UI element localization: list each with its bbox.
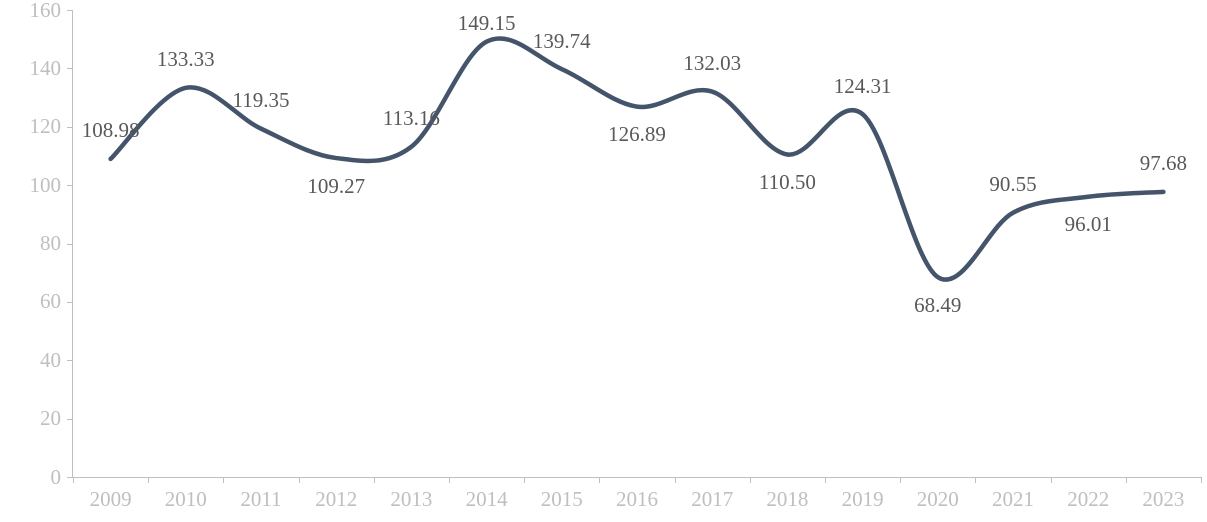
data-point-label: 110.50 — [742, 172, 832, 193]
x-tick-label: 2012 — [301, 489, 371, 510]
x-tick-label: 2010 — [151, 489, 221, 510]
data-point-label: 108.98 — [66, 120, 156, 141]
data-point-label: 139.74 — [517, 31, 607, 52]
x-tick-mark — [223, 477, 224, 483]
y-tick-label: 0 — [11, 467, 61, 488]
data-point-label: 90.55 — [968, 174, 1058, 195]
x-tick-mark — [299, 477, 300, 483]
x-tick-label: 2016 — [602, 489, 672, 510]
y-tick-label: 40 — [11, 350, 61, 371]
data-point-label: 113.16 — [366, 108, 456, 129]
y-tick-label: 100 — [11, 175, 61, 196]
y-tick-mark — [67, 68, 73, 69]
y-tick-mark — [67, 244, 73, 245]
x-tick-label: 2021 — [978, 489, 1048, 510]
x-tick-label: 2015 — [527, 489, 597, 510]
data-point-label: 132.03 — [667, 53, 757, 74]
x-tick-mark — [73, 477, 74, 483]
y-tick-label: 140 — [11, 58, 61, 79]
x-tick-label: 2022 — [1053, 489, 1123, 510]
x-tick-mark — [1126, 477, 1127, 483]
x-tick-label: 2011 — [226, 489, 296, 510]
x-tick-mark — [524, 477, 525, 483]
series-path — [111, 38, 1164, 279]
x-tick-mark — [1201, 477, 1202, 483]
data-point-label: 124.31 — [818, 76, 908, 97]
x-tick-label: 2009 — [76, 489, 146, 510]
data-point-label: 96.01 — [1043, 214, 1133, 235]
y-tick-mark — [67, 185, 73, 186]
data-point-label: 97.68 — [1118, 153, 1207, 174]
data-point-label: 109.27 — [291, 176, 381, 197]
data-point-label: 68.49 — [893, 295, 983, 316]
x-tick-mark — [900, 477, 901, 483]
x-tick-mark — [975, 477, 976, 483]
data-point-label: 119.35 — [216, 90, 306, 111]
x-tick-mark — [675, 477, 676, 483]
x-tick-mark — [374, 477, 375, 483]
x-tick-mark — [825, 477, 826, 483]
data-point-label: 133.33 — [141, 49, 231, 70]
line-chart: 0204060801001201401602009201020112012201… — [0, 0, 1207, 522]
x-tick-mark — [449, 477, 450, 483]
y-tick-mark — [67, 302, 73, 303]
x-tick-label: 2020 — [903, 489, 973, 510]
x-tick-label: 2018 — [752, 489, 822, 510]
y-tick-label: 160 — [11, 0, 61, 21]
x-tick-mark — [148, 477, 149, 483]
data-point-label: 126.89 — [592, 124, 682, 145]
y-tick-mark — [67, 10, 73, 11]
y-tick-label: 60 — [11, 291, 61, 312]
x-tick-mark — [1051, 477, 1052, 483]
x-tick-label: 2017 — [677, 489, 747, 510]
x-axis — [73, 477, 1201, 478]
y-tick-mark — [67, 419, 73, 420]
y-tick-label: 20 — [11, 408, 61, 429]
y-tick-mark — [67, 360, 73, 361]
x-tick-mark — [599, 477, 600, 483]
x-tick-mark — [750, 477, 751, 483]
series-line — [0, 0, 1207, 522]
x-tick-label: 2019 — [828, 489, 898, 510]
x-tick-label: 2014 — [452, 489, 522, 510]
x-tick-label: 2023 — [1128, 489, 1198, 510]
x-tick-label: 2013 — [376, 489, 446, 510]
y-tick-label: 120 — [11, 116, 61, 137]
y-tick-label: 80 — [11, 233, 61, 254]
